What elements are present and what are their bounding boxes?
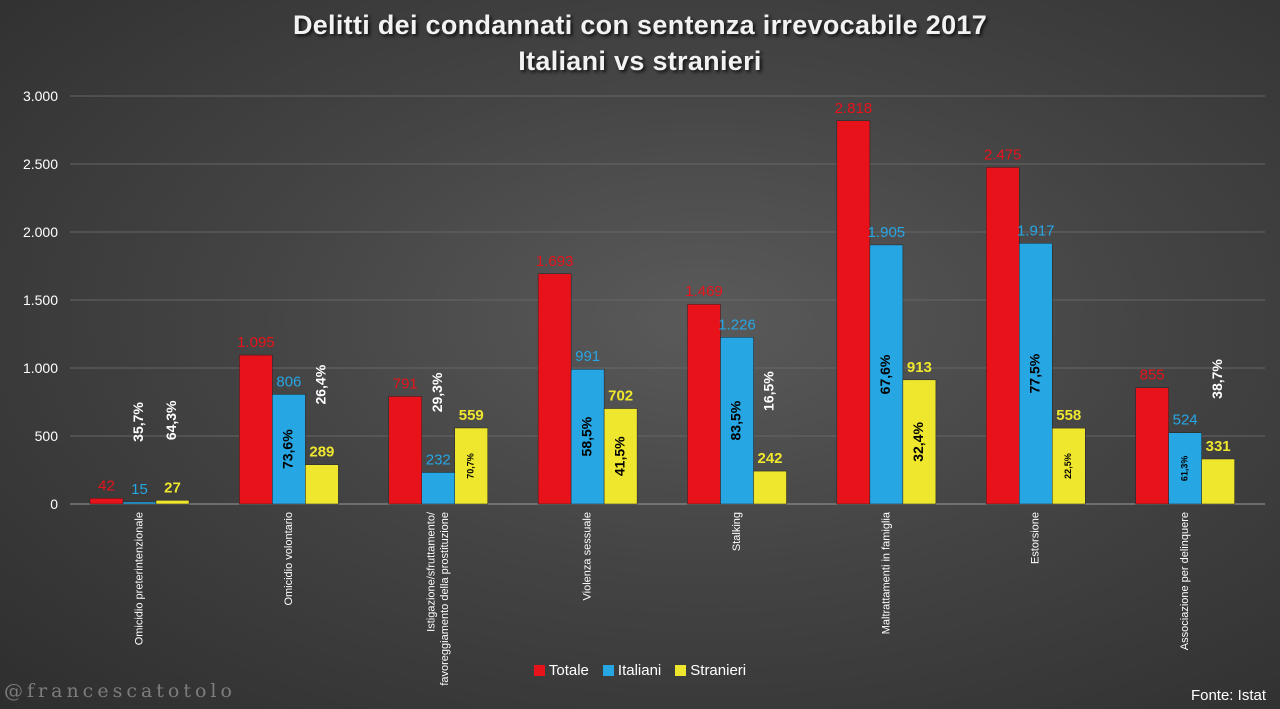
y-tick-label-2000: 2.000 [23, 224, 58, 240]
value-label-italiani-stalking: 1.226 [718, 316, 756, 333]
legend-label-totale: Totale [548, 662, 589, 679]
bar-italiani-associazione-per-delinquere [1168, 432, 1202, 505]
value-label-totale-estorsione: 2.475 [984, 146, 1022, 163]
pct-label-italiani-associazione-per-delinquere: 61,3% [1180, 456, 1190, 482]
bar-italiani-omicidio-volontario [272, 394, 306, 505]
value-label-stranieri-stalking: 242 [757, 450, 782, 467]
pct-label-italiani-istigazione-sfruttamento-favoreggiamento-della-prostituzione: 29,3% [429, 372, 445, 412]
legend-item-stranieri: Stranieri [675, 662, 746, 679]
bar-totale-istigazione-sfruttamento-favoreggiamento-della-prostituzione [388, 396, 422, 505]
bar-stranieri-maltrattamenti-in-famiglia [902, 379, 937, 505]
value-label-totale-stalking: 1.469 [685, 283, 723, 300]
value-label-italiani-maltrattamenti-in-famiglia: 1.905 [868, 224, 906, 241]
bar-totale-omicidio-volontario [239, 354, 273, 505]
value-label-totale-violenza-sessuale: 1.693 [536, 253, 574, 270]
watermark: @francescatotolo [4, 680, 236, 702]
source-note: Fonte: Istat [1190, 687, 1266, 704]
value-label-stranieri-maltrattamenti-in-famiglia: 913 [907, 359, 932, 376]
value-label-totale-istigazione-sfruttamento-favoreggiamento-della-prostituzione: 791 [393, 375, 418, 392]
value-label-stranieri-omicidio-volontario: 289 [309, 444, 334, 461]
bar-totale-omicidio-preterintenzionale [89, 498, 124, 505]
bar-totale-maltrattamenti-in-famiglia [836, 120, 871, 505]
pct-label-italiani-stalking: 83,5% [728, 400, 744, 440]
bar-stranieri-stalking [753, 470, 787, 505]
bar-stranieri-omicidio-preterintenzionale [155, 500, 190, 505]
chart-title-line-1: Delitti dei condannati con sentenza irre… [292, 10, 988, 40]
pct-label-italiani-omicidio-preterintenzionale: 35,7% [130, 402, 146, 442]
y-tick-label-1500: 1.500 [23, 292, 58, 308]
pct-label-italiani-violenza-sessuale: 58,5% [578, 416, 594, 456]
pct-label-stranieri-omicidio-preterintenzionale: 64,3% [163, 400, 179, 440]
pct-label-stranieri-stalking: 16,5% [761, 371, 777, 411]
value-label-totale-omicidio-preterintenzionale: 42 [98, 477, 115, 494]
category-label-violenza-sessuale: Violenza sessuale [582, 512, 594, 600]
chart-title-line-2: Italiani vs stranieri [518, 46, 762, 76]
bar-italiani-estorsione [1019, 243, 1053, 505]
y-tick-label-2500: 2.500 [23, 156, 58, 172]
pct-label-stranieri-omicidio-volontario: 26,4% [313, 364, 329, 404]
value-label-stranieri-estorsione: 558 [1056, 407, 1081, 424]
value-label-stranieri-associazione-per-delinquere: 331 [1206, 438, 1231, 455]
category-label-maltrattamenti-in-famiglia: Maltrattamenti in famiglia [880, 511, 892, 634]
pct-label-stranieri-estorsione: 22,5% [1063, 453, 1073, 479]
legend-item-totale: Totale [533, 662, 589, 679]
bar-totale-estorsione [986, 167, 1020, 505]
value-label-totale-associazione-per-delinquere: 855 [1140, 367, 1165, 384]
value-label-italiani-istigazione-sfruttamento-favoreggiamento-della-prostituzione: 232 [426, 451, 451, 468]
category-label-estorsione: Estorsione [1030, 512, 1042, 564]
pct-label-stranieri-associazione-per-delinquere: 38,7% [1209, 359, 1225, 399]
legend-swatch-totale [533, 665, 545, 676]
bar-stranieri-istigazione-sfruttamento-favoreggiamento-della-prostituzione [454, 427, 488, 505]
value-label-italiani-omicidio-preterintenzionale: 15 [131, 481, 148, 498]
y-tick-label-500: 500 [35, 428, 59, 444]
bar-totale-violenza-sessuale [537, 273, 572, 505]
pct-label-italiani-maltrattamenti-in-famiglia: 67,6% [877, 354, 893, 394]
pct-label-stranieri-istigazione-sfruttamento-favoreggiamento-della-prostituzione: 70,7% [466, 453, 476, 479]
value-label-stranieri-violenza-sessuale: 702 [608, 388, 633, 405]
pct-label-italiani-estorsione: 77,5% [1026, 353, 1042, 393]
bar-italiani-istigazione-sfruttamento-favoreggiamento-della-prostituzione [421, 472, 455, 505]
category-label-associazione-per-delinquere: Associazione per delinquere [1179, 512, 1191, 650]
bar-stranieri-violenza-sessuale [603, 408, 638, 505]
bar-totale-stalking [687, 303, 721, 505]
bar-stranieri-estorsione [1052, 427, 1086, 505]
category-label-stalking: Stalking [731, 512, 743, 551]
value-label-totale-maltrattamenti-in-famiglia: 2.818 [835, 100, 873, 117]
y-tick-label-0: 0 [50, 496, 58, 512]
bar-italiani-omicidio-preterintenzionale [122, 501, 157, 505]
legend-item-italiani: Italiani [602, 662, 662, 679]
legend-swatch-italiani [602, 665, 614, 676]
value-label-totale-omicidio-volontario: 1.095 [237, 334, 275, 351]
bar-italiani-maltrattamenti-in-famiglia [869, 244, 904, 505]
category-label-omicidio-preterintenzionale: Omicidio preterintenzionale [133, 512, 145, 645]
legend-swatch-stranieri [675, 665, 687, 676]
bar-italiani-stalking [720, 337, 754, 505]
value-label-stranieri-omicidio-preterintenzionale: 27 [164, 479, 181, 496]
value-label-italiani-associazione-per-delinquere: 524 [1173, 412, 1198, 429]
value-label-stranieri-istigazione-sfruttamento-favoreggiamento-della-prostituzione: 559 [459, 407, 484, 424]
y-tick-label-1000: 1.000 [23, 360, 58, 376]
pct-label-stranieri-violenza-sessuale: 41,5% [611, 436, 627, 476]
legend-label-italiani: Italiani [617, 662, 662, 679]
legend: Totale Italiani Stranieri [0, 662, 1280, 679]
bar-stranieri-omicidio-volontario [305, 464, 339, 505]
bar-stranieri-associazione-per-delinquere [1201, 458, 1235, 505]
value-label-italiani-omicidio-volontario: 806 [276, 373, 301, 390]
bar-totale-associazione-per-delinquere [1135, 387, 1169, 505]
pct-label-italiani-omicidio-volontario: 73,6% [280, 429, 296, 469]
bar-italiani-violenza-sessuale [570, 368, 605, 505]
category-label-istigazione-sfruttamento-favoreggiamento-della-prostituzione: Istigazione/sfruttamento/favoreggiamento… [426, 511, 451, 686]
pct-label-stranieri-maltrattamenti-in-famiglia: 32,4% [910, 422, 926, 462]
category-label-omicidio-volontario: Omicidio volontario [283, 512, 295, 606]
value-label-italiani-estorsione: 1.917 [1017, 222, 1055, 239]
legend-label-stranieri: Stranieri [690, 662, 747, 679]
y-tick-label-3000: 3.000 [23, 88, 58, 104]
value-label-italiani-violenza-sessuale: 991 [575, 348, 600, 365]
